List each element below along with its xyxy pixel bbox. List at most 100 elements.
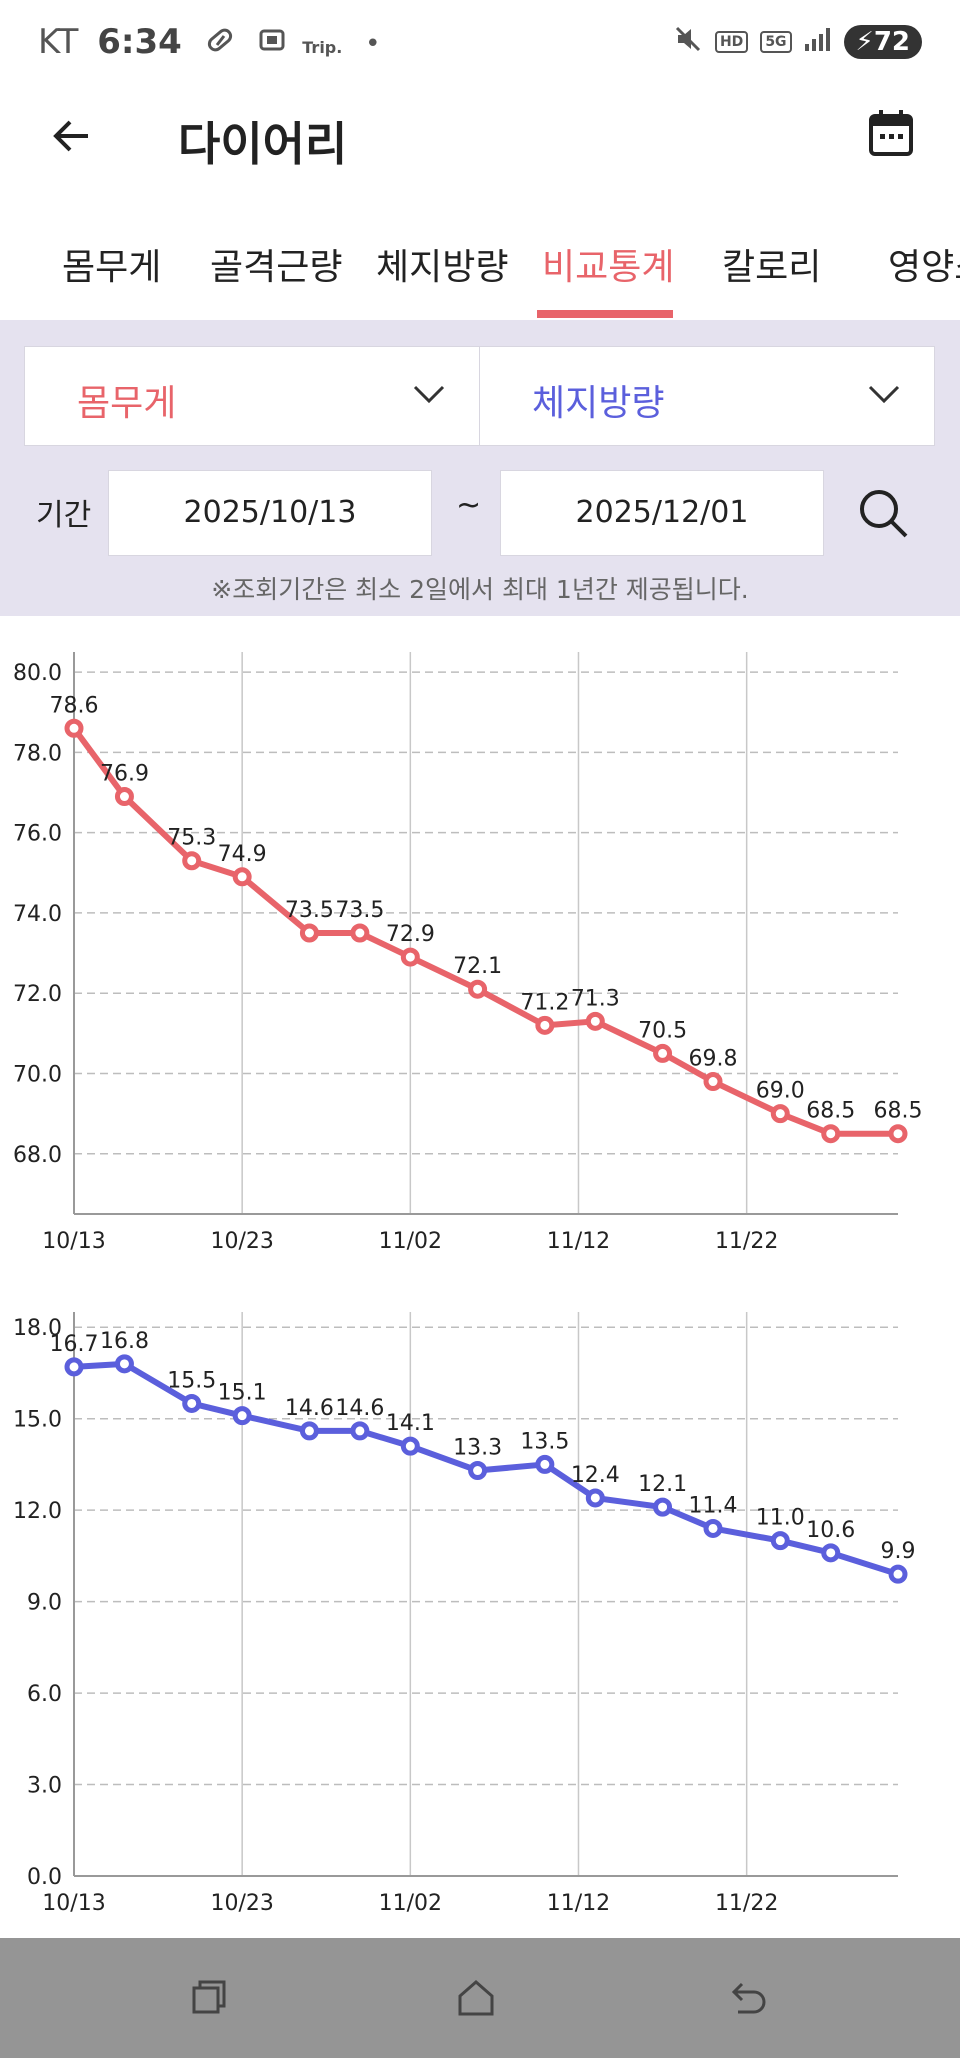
back-nav-icon xyxy=(731,1982,766,2014)
data-point xyxy=(400,947,420,967)
x-tick-label: 10/23 xyxy=(210,1229,273,1254)
metric-a-select[interactable]: 몸무게 xyxy=(24,346,480,446)
chevron-down-icon xyxy=(868,385,900,404)
data-label: 14.6 xyxy=(285,1396,334,1421)
home-button[interactable] xyxy=(452,1974,500,2022)
data-point xyxy=(232,867,252,887)
data-point xyxy=(535,1015,555,1035)
hd-badge: HD xyxy=(714,31,749,53)
search-button[interactable] xyxy=(856,486,912,542)
data-point xyxy=(64,1357,84,1377)
dot-icon: • xyxy=(365,28,381,59)
start-date-field[interactable]: 2025/10/13 xyxy=(108,470,432,556)
tab-nutrients[interactable]: 영양소 xyxy=(888,247,960,288)
search-icon xyxy=(860,490,908,538)
y-tick-label: 15.0 xyxy=(13,1408,62,1433)
back-button[interactable] xyxy=(50,114,94,158)
tab-skeletal-muscle[interactable]: 골격근량 xyxy=(210,247,343,288)
x-tick-label: 10/23 xyxy=(210,1891,273,1916)
network-badge: 5G xyxy=(760,31,792,53)
y-tick-label: 6.0 xyxy=(27,1682,62,1707)
data-point xyxy=(400,1436,420,1456)
weight-chart-svg: 68.0 70.0 72.0 74.0 76.0 78.0 80.0 10/13 10/23 11… xyxy=(13,652,923,1254)
body-fat-chart-svg: 0.0 3.0 6.0 9.0 12.0 15.0 18.0 10/13 10/23 11/02 1… xyxy=(13,1312,916,1916)
y-tick-label: 68.0 xyxy=(13,1143,62,1168)
data-point xyxy=(114,1354,134,1374)
y-tick-label: 3.0 xyxy=(27,1774,62,1799)
data-label: 70.5 xyxy=(638,1018,687,1043)
x-tick-label: 10/13 xyxy=(42,1229,105,1254)
data-point xyxy=(585,1011,605,1031)
status-left: KT 6:34 Trip. • xyxy=(38,22,380,62)
status-right: HD 5G ⚡72 xyxy=(673,22,922,62)
data-point xyxy=(299,923,319,943)
data-label: 73.5 xyxy=(335,898,384,923)
data-label: 12.4 xyxy=(571,1463,620,1488)
x-tick-label: 11/12 xyxy=(547,1229,610,1254)
data-label: 13.5 xyxy=(520,1429,569,1454)
data-label: 75.3 xyxy=(167,826,216,851)
data-label: 14.6 xyxy=(335,1396,384,1421)
data-point xyxy=(821,1124,841,1144)
data-label: 72.9 xyxy=(386,922,435,947)
tab-comparison[interactable]: 비교통계 xyxy=(542,247,675,288)
weight-chart: 68.0 70.0 72.0 74.0 76.0 78.0 80.0 10/13 10/23 11… xyxy=(0,630,960,1270)
data-label: 11.4 xyxy=(689,1493,738,1518)
signal-icon xyxy=(804,26,832,58)
metric-b-select[interactable]: 체지방량 xyxy=(479,346,935,446)
metric-b-label: 체지방량 xyxy=(532,383,665,424)
data-point xyxy=(182,1393,202,1413)
data-point xyxy=(114,787,134,807)
home-icon xyxy=(458,1980,494,2016)
data-label: 74.9 xyxy=(218,842,267,867)
page-title: 다이어리 xyxy=(178,117,348,171)
calendar-button[interactable] xyxy=(868,108,914,158)
recent-apps-icon xyxy=(192,1980,226,2014)
y-tick-label: 80.0 xyxy=(13,661,62,686)
data-point xyxy=(888,1124,908,1144)
screenshot-icon xyxy=(257,25,287,62)
data-label: 71.2 xyxy=(520,990,569,1015)
data-point xyxy=(703,1518,723,1538)
data-label: 68.5 xyxy=(806,1099,855,1124)
app-bar: 다이어리 xyxy=(0,84,960,194)
data-point xyxy=(703,1072,723,1092)
tab-calories[interactable]: 칼로리 xyxy=(722,247,822,288)
data-point xyxy=(653,1043,673,1063)
filter-panel: 몸무게 체지방량 기간 2025/10/13 ~ 2025/12/01 ※조회기… xyxy=(0,320,960,616)
x-tick-label: 11/02 xyxy=(379,1891,442,1916)
tab-weight[interactable]: 몸무게 xyxy=(62,247,162,288)
data-label: 76.9 xyxy=(100,762,149,787)
battery-level: 72 xyxy=(873,27,910,57)
date-separator: ~ xyxy=(456,488,482,523)
y-tick-label: 18.0 xyxy=(13,1316,62,1341)
back-arrow-icon xyxy=(53,120,88,152)
data-label: 12.1 xyxy=(638,1472,687,1497)
data-label: 15.5 xyxy=(167,1368,216,1393)
data-point xyxy=(350,923,370,943)
active-tab-indicator xyxy=(537,310,673,318)
y-tick-label: 12.0 xyxy=(13,1499,62,1524)
data-point xyxy=(770,1531,790,1551)
recent-apps-button[interactable] xyxy=(184,1974,232,2022)
tab-body-fat[interactable]: 체지방량 xyxy=(376,247,509,288)
x-tick-label: 11/22 xyxy=(715,1891,778,1916)
mute-icon xyxy=(673,24,703,60)
data-point xyxy=(821,1543,841,1563)
period-notice: ※조회기간은 최소 2일에서 최대 1년간 제공됩니다. xyxy=(211,575,749,604)
back-nav-button[interactable] xyxy=(722,1974,770,2022)
data-label: 68.5 xyxy=(874,1099,923,1124)
data-label: 13.3 xyxy=(453,1436,502,1461)
x-tick-label: 11/22 xyxy=(715,1229,778,1254)
clock: 6:34 xyxy=(97,22,182,62)
x-tick-label: 11/12 xyxy=(547,1891,610,1916)
data-label: 16.8 xyxy=(100,1329,149,1354)
data-label: 78.6 xyxy=(50,693,99,718)
data-point xyxy=(232,1406,252,1426)
y-tick-label: 74.0 xyxy=(13,902,62,927)
y-tick-label: 72.0 xyxy=(13,982,62,1007)
end-date-field[interactable]: 2025/12/01 xyxy=(500,470,824,556)
data-point xyxy=(299,1421,319,1441)
y-tick-label: 70.0 xyxy=(13,1063,62,1088)
data-label: 16.7 xyxy=(50,1332,99,1357)
